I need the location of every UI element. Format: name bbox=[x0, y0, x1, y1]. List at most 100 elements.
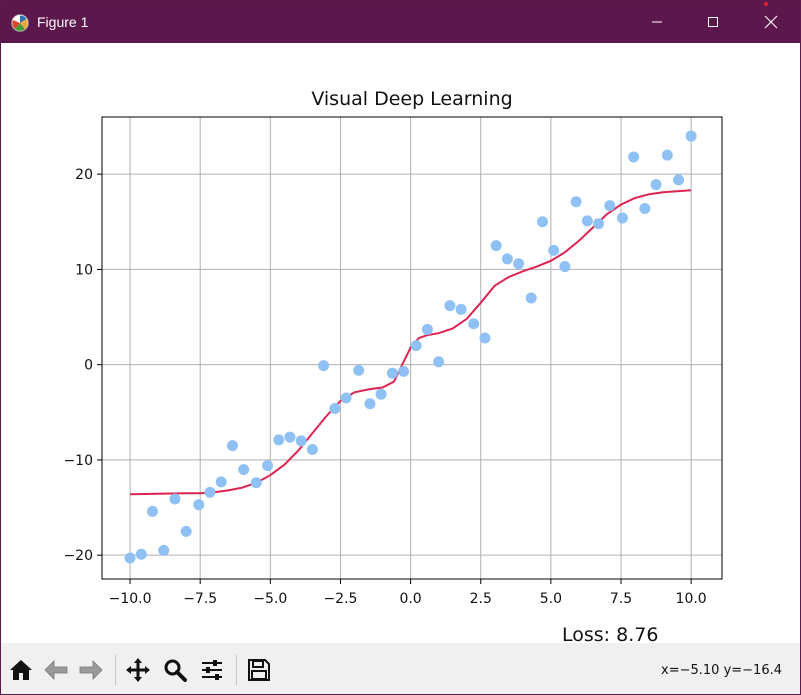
scatter-point bbox=[124, 552, 136, 564]
scatter-point bbox=[146, 505, 158, 517]
scatter-point bbox=[353, 364, 365, 376]
scatter-point bbox=[444, 300, 456, 312]
cursor-coordinates: x=−5.10 y=−16.4 bbox=[661, 663, 782, 678]
y-axis: −20 −10 0 10 20 bbox=[63, 167, 102, 564]
scatter-point bbox=[250, 477, 262, 489]
x-tick-label: 10.0 bbox=[676, 591, 707, 607]
scatter-point bbox=[364, 398, 376, 410]
scatter-point bbox=[262, 460, 274, 472]
y-tick-label: 0 bbox=[84, 358, 93, 374]
scatter-point bbox=[238, 463, 250, 475]
x-tick-label: −5.0 bbox=[253, 591, 287, 607]
y-tick-label: 20 bbox=[75, 167, 93, 183]
scatter-point bbox=[284, 431, 296, 443]
scatter-point bbox=[593, 218, 605, 230]
scatter-point bbox=[433, 356, 445, 368]
scatter-point bbox=[673, 174, 685, 186]
x-tick-label: 7.5 bbox=[610, 591, 632, 607]
scatter-point bbox=[375, 388, 387, 400]
x-tick-label: −2.5 bbox=[323, 591, 357, 607]
maximize-button[interactable] bbox=[685, 1, 741, 43]
scatter-point bbox=[169, 493, 181, 505]
scatter-point bbox=[273, 434, 285, 446]
x-tick-label: −10.0 bbox=[109, 591, 152, 607]
x-axis: −10.0 −7.5 −5.0 −2.5 0.0 2.5 5.0 7.5 10.0 bbox=[109, 579, 707, 607]
x-tick-label: 2.5 bbox=[470, 591, 492, 607]
save-icon bbox=[248, 659, 270, 681]
scatter-point bbox=[501, 253, 513, 265]
x-tick-label: 5.0 bbox=[540, 591, 562, 607]
scatter-point bbox=[295, 435, 307, 447]
minimize-icon bbox=[652, 21, 662, 23]
close-icon bbox=[764, 15, 778, 29]
y-tick-label: 10 bbox=[75, 262, 93, 278]
notification-dot bbox=[764, 2, 768, 6]
scatter-point bbox=[226, 440, 238, 452]
scatter-point bbox=[559, 261, 571, 273]
x-tick-label: −7.5 bbox=[183, 591, 217, 607]
zoom-button[interactable] bbox=[161, 657, 189, 683]
home-icon bbox=[10, 660, 32, 680]
axes-frame bbox=[101, 116, 723, 580]
matplotlib-logo-icon bbox=[11, 14, 29, 32]
forward-arrow-icon bbox=[79, 660, 103, 680]
scatter-point bbox=[525, 292, 537, 304]
figure-canvas[interactable]: Visual Deep Learning −10.0 −7.5 −5.0 −2.5 0.… bbox=[1, 43, 800, 646]
scatter-point bbox=[398, 365, 410, 377]
scatter-point bbox=[158, 544, 170, 556]
scatter-point bbox=[455, 303, 467, 315]
scatter-point bbox=[410, 340, 422, 352]
scatter-point bbox=[306, 443, 318, 455]
configure-subplots-icon bbox=[202, 660, 222, 680]
scatter-point bbox=[215, 476, 227, 488]
scatter-point bbox=[135, 548, 147, 560]
title-bar[interactable]: Figure 1 bbox=[1, 1, 800, 43]
window-title: Figure 1 bbox=[37, 14, 89, 30]
scatter-point bbox=[548, 244, 560, 256]
scatter-point bbox=[661, 149, 673, 161]
scatter-point bbox=[340, 392, 352, 404]
configure-subplots-button[interactable] bbox=[198, 657, 226, 683]
back-button[interactable] bbox=[42, 657, 70, 683]
y-tick-label: −20 bbox=[63, 548, 93, 564]
scatter-point bbox=[604, 200, 616, 212]
scatter-point bbox=[650, 179, 662, 191]
toolbar-separator bbox=[115, 655, 116, 685]
scatter-point bbox=[639, 202, 651, 214]
scatter-point bbox=[513, 258, 525, 270]
scatter-point bbox=[204, 486, 216, 498]
x-tick-label: 0.0 bbox=[399, 591, 421, 607]
chart-title: Visual Deep Learning bbox=[311, 88, 512, 110]
pan-icon bbox=[126, 658, 150, 682]
scatter-point bbox=[479, 332, 491, 344]
minimize-button[interactable] bbox=[629, 1, 685, 43]
scatter-point bbox=[329, 402, 341, 414]
scatter-point bbox=[421, 323, 433, 335]
scatter-point bbox=[193, 499, 205, 511]
save-button[interactable] bbox=[245, 657, 273, 683]
scatter-point bbox=[468, 318, 480, 330]
chart[interactable]: Visual Deep Learning −10.0 −7.5 −5.0 −2.5 0.… bbox=[1, 43, 800, 646]
back-arrow-icon bbox=[44, 660, 68, 680]
loss-label: Loss: 8.76 bbox=[562, 624, 658, 643]
grid-lines bbox=[102, 117, 722, 579]
close-button[interactable] bbox=[743, 1, 799, 43]
home-button[interactable] bbox=[7, 657, 35, 683]
navigation-toolbar: x=−5.10 y=−16.4 bbox=[1, 643, 800, 694]
scatter-point bbox=[536, 216, 548, 228]
scatter-point bbox=[628, 151, 640, 163]
scatter-point bbox=[685, 130, 697, 142]
pan-button[interactable] bbox=[124, 657, 152, 683]
scatter-point bbox=[570, 196, 582, 208]
scatter-point bbox=[581, 215, 593, 227]
scatter-point bbox=[490, 240, 502, 252]
forward-button[interactable] bbox=[77, 657, 105, 683]
toolbar-separator bbox=[236, 655, 237, 685]
zoom-icon bbox=[164, 659, 187, 682]
scatter-point bbox=[616, 212, 628, 224]
scatter-point bbox=[386, 367, 398, 379]
scatter-point bbox=[180, 525, 192, 537]
y-tick-label: −10 bbox=[63, 453, 93, 469]
scatter-points bbox=[124, 130, 697, 564]
